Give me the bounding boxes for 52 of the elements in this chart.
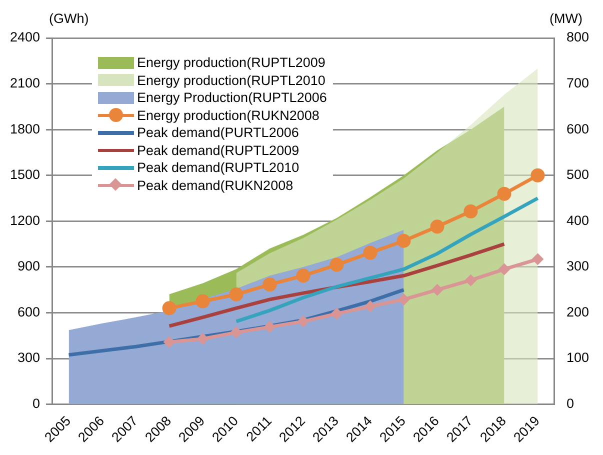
point [330,258,344,272]
legend-label: Energy production(RUKN2008 [137,106,320,124]
legend-label: Energy production(RUPTL2010 [137,72,326,89]
legend-label: Peak demand(RUPTL2009 [137,142,300,159]
y-tick-label: 0 [32,396,40,412]
y2-tick-label: 800 [566,30,590,45]
y2-tick-label: 200 [566,304,590,320]
point [398,293,410,306]
y-tick-label: 1500 [10,167,40,182]
point [530,168,545,182]
point [364,300,376,312]
point [430,220,444,234]
point [229,287,244,302]
y2-tick-label: 600 [566,121,590,136]
point [196,294,210,308]
y2-tick-label: 300 [566,258,590,274]
point [196,332,209,345]
y-tick-label: 1800 [10,121,40,136]
point [162,301,176,316]
point [296,268,310,283]
legend-label: Energy production(RUPTL2009 [137,54,326,72]
y-tick-label: 600 [18,304,40,320]
y2-tick-label: 500 [566,167,590,182]
point [396,234,411,248]
point [497,186,512,201]
y2-tick-label: 400 [566,212,590,228]
point [464,204,478,218]
point [498,263,510,276]
y2-tick-label: 0 [566,396,574,412]
legend-label: Peak demand(RUKN2008 [137,176,294,194]
point [262,277,277,292]
point [464,274,477,286]
y-axis-title: (GWh) [49,10,89,26]
y2-tick-label: 700 [566,76,590,91]
y-tick-label: 900 [18,258,40,274]
y-tick-label: 300 [18,350,40,366]
legend-label: Peak demand(RUPTL2010 [137,159,300,176]
y2-axis-title: (MW) [549,10,582,26]
point [264,320,276,333]
point [431,284,444,296]
point [163,336,176,348]
point [532,253,544,266]
y-tick-label: 1200 [10,212,40,228]
point [230,326,242,338]
y-tick-label: 2100 [10,76,40,91]
y2-tick-label: 100 [566,350,590,366]
legend-label: Peak demand(PURTL2006 [137,124,299,142]
point [363,246,378,260]
y-tick-label: 2400 [10,30,40,45]
point [297,315,310,328]
legend-label: Energy Production(RUPTL2006 [137,89,327,106]
point [330,308,343,320]
